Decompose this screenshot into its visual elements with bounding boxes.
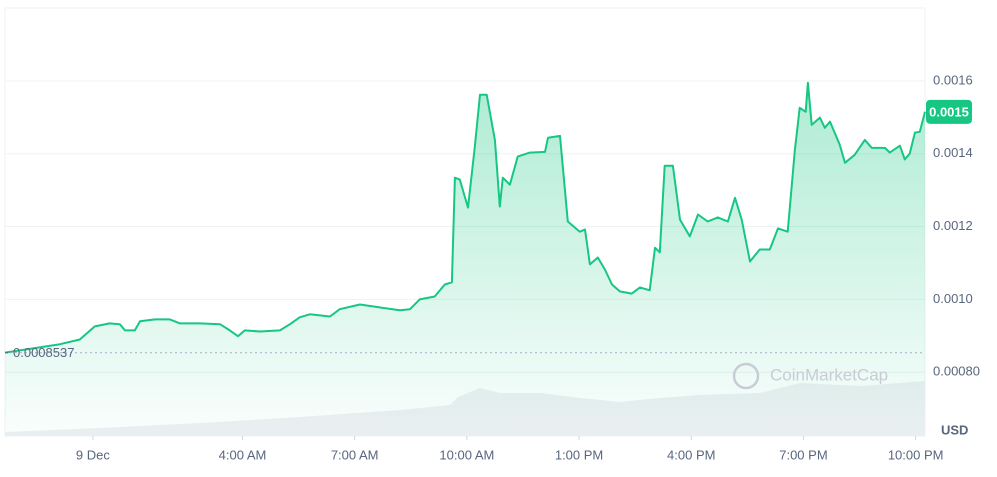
x-tick-label: 4:00 PM — [667, 447, 715, 462]
y-tick-label: 0.0016 — [933, 72, 973, 87]
y-tick-label: 0.00080 — [933, 364, 980, 379]
watermark: CoinMarketCap — [770, 365, 888, 384]
x-tick-label: 4:00 AM — [219, 447, 267, 462]
watermark-logo — [732, 362, 760, 390]
current-price-label: 0.0015 — [929, 104, 969, 119]
x-tick-label: 9 Dec — [76, 447, 110, 462]
x-tick-label: 7:00 PM — [779, 447, 827, 462]
y-tick-label: 0.0010 — [933, 291, 973, 306]
x-tick-label: 7:00 AM — [331, 447, 379, 462]
x-tick-label: 10:00 AM — [439, 447, 494, 462]
plot — [4, 81, 926, 436]
currency-label: USD — [941, 422, 968, 437]
y-tick-label: 0.0014 — [933, 145, 973, 160]
price-line — [4, 81, 926, 354]
x-tick-label: 1:00 PM — [555, 447, 603, 462]
y-tick-label: 0.0012 — [933, 218, 973, 233]
current-price-tag — [926, 99, 972, 124]
x-tick-label: 10:00 PM — [888, 447, 944, 462]
reference-label: 0.0008537 — [13, 345, 74, 360]
price-area — [5, 82, 925, 436]
